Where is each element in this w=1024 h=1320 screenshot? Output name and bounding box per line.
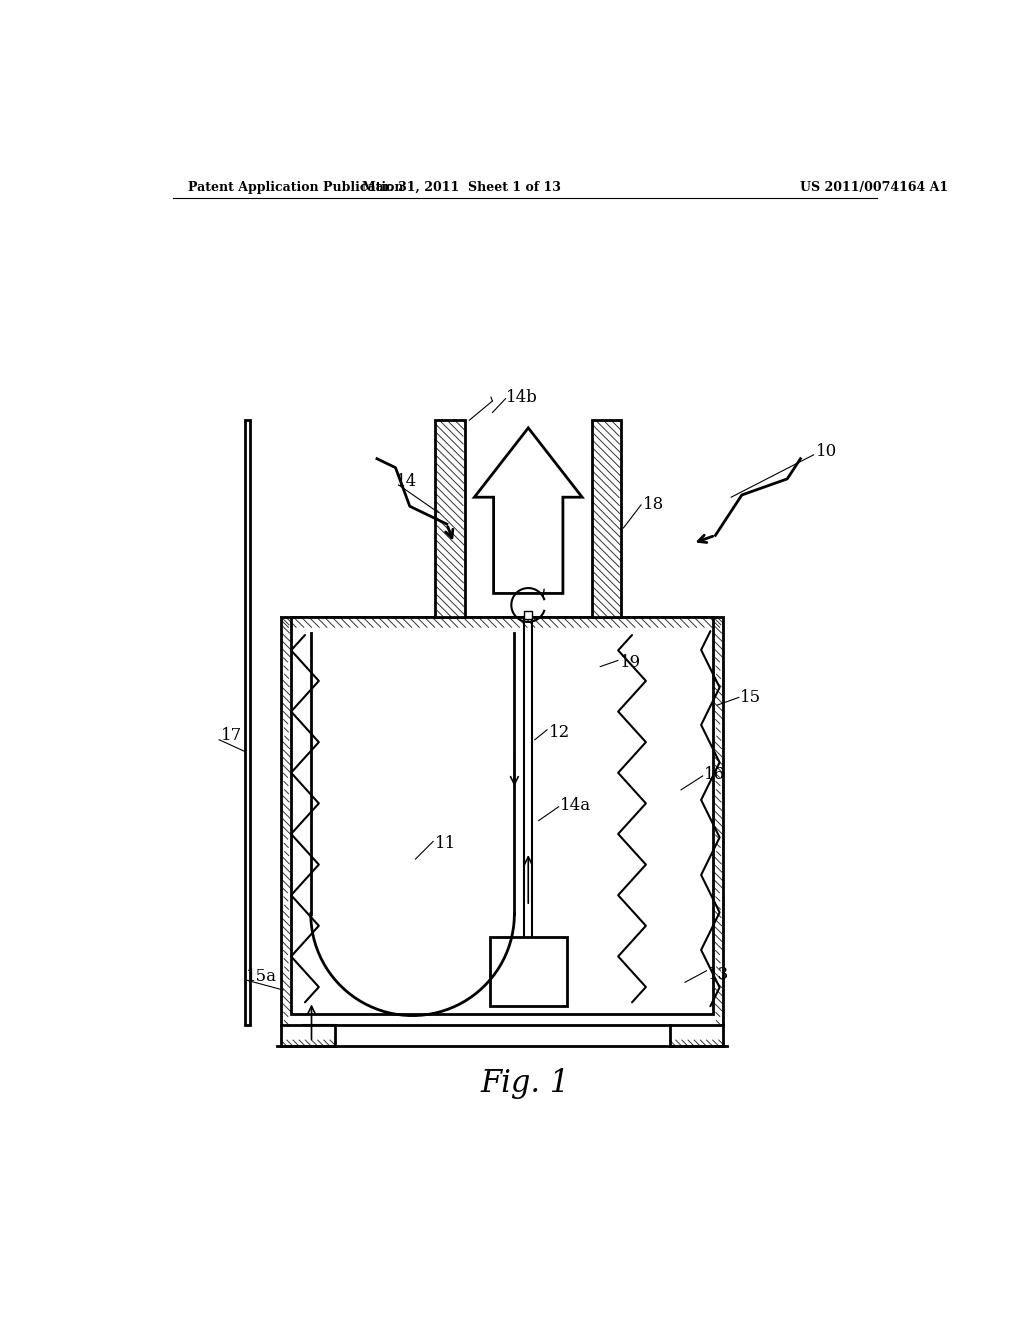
Bar (489, 937, 566, 1006)
Text: 15: 15 (740, 689, 762, 706)
Text: 14b: 14b (506, 388, 538, 405)
Text: 17: 17 (220, 727, 242, 744)
Text: 16: 16 (705, 766, 725, 783)
Bar (524, 611, 532, 619)
Text: 12: 12 (549, 723, 570, 741)
Bar (281, 616, 724, 1024)
Text: 11: 11 (435, 836, 456, 853)
Text: 13: 13 (708, 966, 729, 983)
Text: 15a: 15a (246, 968, 278, 985)
Bar (292, 616, 713, 1014)
Text: 19: 19 (620, 655, 641, 672)
Text: Patent Application Publication: Patent Application Publication (188, 181, 403, 194)
Polygon shape (474, 428, 583, 594)
Text: Mar. 31, 2011  Sheet 1 of 13: Mar. 31, 2011 Sheet 1 of 13 (362, 181, 561, 194)
Text: 18: 18 (643, 496, 664, 513)
Bar (592, 420, 621, 616)
Bar (245, 420, 250, 1024)
Text: 10: 10 (816, 442, 837, 459)
Text: Fig. 1: Fig. 1 (480, 1068, 569, 1100)
Bar (435, 420, 465, 616)
Text: 14: 14 (396, 474, 418, 490)
Text: US 2011/0074164 A1: US 2011/0074164 A1 (801, 181, 948, 194)
Text: 14a: 14a (560, 797, 591, 813)
